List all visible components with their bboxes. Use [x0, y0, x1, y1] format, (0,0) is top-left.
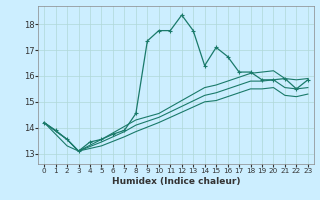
X-axis label: Humidex (Indice chaleur): Humidex (Indice chaleur)	[112, 177, 240, 186]
